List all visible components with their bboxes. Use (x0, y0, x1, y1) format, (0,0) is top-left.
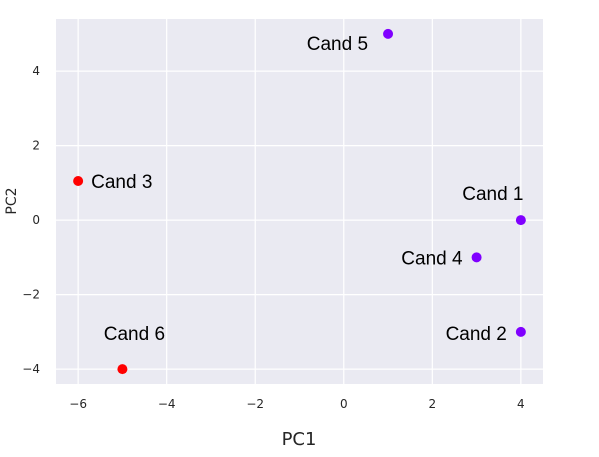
data-point (73, 176, 84, 187)
x-tick-labels: −6 −4 −2 0 2 4 (69, 397, 524, 411)
grid-lines (56, 19, 543, 384)
data-point (383, 28, 394, 39)
x-tick-label: 0 (340, 397, 348, 411)
y-tick-label: 0 (32, 213, 40, 227)
plot-background (56, 19, 543, 384)
point-label: Cand 5 (307, 34, 368, 55)
point-label: Cand 2 (446, 324, 507, 345)
x-tick-label: −4 (158, 397, 176, 411)
y-tick-labels: −4 −2 0 2 4 (22, 64, 40, 376)
y-tick-label: 2 (32, 139, 40, 153)
point-labels: Cand 1 Cand 2 Cand 3 Cand 4 Cand 5 Cand 6 (91, 34, 523, 345)
x-tick-label: −2 (246, 397, 264, 411)
y-axis-label: PC2 (4, 187, 20, 214)
point-label: Cand 6 (104, 324, 165, 345)
y-tick-label: −2 (22, 288, 40, 302)
y-tick-label: −4 (22, 362, 40, 376)
data-point (515, 215, 526, 226)
data-point (117, 364, 128, 375)
data-point (515, 326, 526, 337)
data-points (73, 28, 526, 375)
point-label: Cand 1 (462, 184, 523, 205)
x-tick-label: 2 (428, 397, 436, 411)
x-tick-label: −6 (69, 397, 87, 411)
data-point (471, 252, 482, 263)
x-tick-label: 4 (517, 397, 525, 411)
y-tick-label: 4 (32, 64, 40, 78)
point-label: Cand 4 (401, 248, 463, 269)
point-label: Cand 3 (91, 172, 152, 193)
x-axis-label: PC1 (282, 429, 317, 450)
